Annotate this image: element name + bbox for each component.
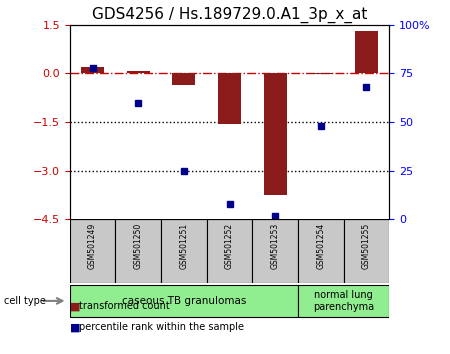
Bar	[310, 73, 332, 74]
FancyBboxPatch shape	[115, 219, 161, 283]
FancyBboxPatch shape	[252, 219, 298, 283]
Text: percentile rank within the sample: percentile rank within the sample	[79, 322, 244, 332]
FancyBboxPatch shape	[161, 219, 207, 283]
Text: GSM501249: GSM501249	[88, 223, 97, 269]
Bar	[172, 73, 195, 85]
Bar	[355, 31, 378, 73]
Text: normal lung
parenchyma: normal lung parenchyma	[313, 290, 374, 312]
Text: GSM501252: GSM501252	[225, 223, 234, 269]
Text: GSM501255: GSM501255	[362, 223, 371, 269]
FancyBboxPatch shape	[70, 219, 115, 283]
Text: ■: ■	[70, 301, 80, 311]
Text: GSM501254: GSM501254	[316, 223, 325, 269]
FancyBboxPatch shape	[298, 285, 389, 317]
Bar	[127, 71, 149, 73]
Text: cell type: cell type	[4, 296, 46, 306]
Text: GSM501250: GSM501250	[134, 223, 143, 269]
Bar	[218, 73, 241, 124]
FancyBboxPatch shape	[344, 219, 389, 283]
FancyBboxPatch shape	[298, 219, 344, 283]
Text: GSM501251: GSM501251	[180, 223, 189, 269]
Text: transformed count: transformed count	[79, 301, 170, 311]
FancyBboxPatch shape	[207, 219, 252, 283]
Text: GSM501253: GSM501253	[270, 223, 279, 269]
Text: ■: ■	[70, 322, 80, 332]
Bar	[264, 73, 287, 195]
Bar	[81, 67, 104, 73]
Title: GDS4256 / Hs.189729.0.A1_3p_x_at: GDS4256 / Hs.189729.0.A1_3p_x_at	[92, 7, 367, 23]
Text: caseous TB granulomas: caseous TB granulomas	[122, 296, 246, 306]
FancyBboxPatch shape	[70, 285, 298, 317]
